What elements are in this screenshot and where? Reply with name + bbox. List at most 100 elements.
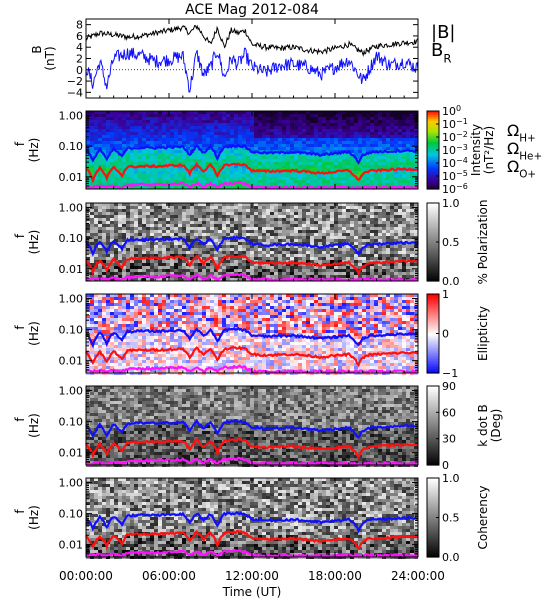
heat-cell bbox=[302, 132, 306, 135]
heat-cell bbox=[242, 218, 246, 221]
heat-cell bbox=[302, 177, 306, 180]
heat-cell bbox=[338, 180, 342, 183]
heat-cell bbox=[330, 266, 334, 269]
heat-cell bbox=[102, 324, 106, 327]
heat-cell bbox=[234, 206, 238, 209]
heat-cell bbox=[378, 203, 382, 206]
heat-cell bbox=[342, 177, 346, 180]
heat-cell bbox=[134, 141, 138, 144]
heat-cell bbox=[302, 254, 306, 257]
heat-cell bbox=[110, 278, 114, 281]
heat-cell bbox=[150, 129, 154, 132]
heat-cell bbox=[106, 239, 110, 242]
heat-cell bbox=[174, 278, 178, 281]
heat-cell bbox=[206, 227, 210, 230]
heat-cell bbox=[254, 120, 258, 123]
heat-cell bbox=[214, 183, 218, 186]
heat-cell bbox=[314, 141, 318, 144]
heat-cell bbox=[118, 236, 122, 239]
heat-cell bbox=[314, 150, 318, 153]
heat-cell bbox=[322, 138, 326, 141]
heat-cell bbox=[218, 209, 222, 212]
heat-cell bbox=[118, 233, 122, 236]
heat-cell bbox=[194, 153, 198, 156]
heat-cell bbox=[266, 221, 270, 224]
heat-cell bbox=[350, 123, 354, 126]
heat-cell bbox=[286, 153, 290, 156]
heat-cell bbox=[322, 218, 326, 221]
heat-cell bbox=[278, 272, 282, 275]
heat-cell bbox=[386, 266, 390, 269]
heat-cell bbox=[310, 266, 314, 269]
heat-cell bbox=[386, 114, 390, 117]
heat-cell bbox=[146, 242, 150, 245]
heat-cell bbox=[194, 209, 198, 212]
heat-cell bbox=[94, 114, 98, 117]
heat-cell bbox=[206, 126, 210, 129]
heat-cell bbox=[98, 171, 102, 174]
heat-cell bbox=[110, 321, 114, 324]
heat-cell bbox=[226, 144, 230, 147]
heat-cell bbox=[282, 132, 286, 135]
heat-cell bbox=[222, 230, 226, 233]
heat-cell bbox=[386, 177, 390, 180]
heat-cell bbox=[394, 275, 398, 278]
heat-cell bbox=[278, 275, 282, 278]
heat-cell bbox=[114, 306, 118, 309]
heat-cell bbox=[194, 218, 198, 221]
heat-cell bbox=[414, 153, 418, 156]
heat-cell bbox=[246, 251, 250, 254]
heat-cell bbox=[178, 123, 182, 126]
heat-cell bbox=[194, 248, 198, 251]
heat-cell bbox=[142, 233, 146, 236]
colorbar-cell bbox=[427, 265, 439, 268]
heat-cell bbox=[154, 263, 158, 266]
heat-cell bbox=[330, 218, 334, 221]
heat-cell bbox=[174, 114, 178, 117]
heat-cell bbox=[166, 272, 170, 275]
heat-cell bbox=[198, 135, 202, 138]
heat-cell bbox=[142, 366, 146, 369]
heat-cell bbox=[254, 159, 258, 162]
heat-cell bbox=[298, 123, 302, 126]
heat-cell bbox=[262, 263, 266, 266]
heat-cell bbox=[410, 129, 414, 132]
heat-cell bbox=[214, 212, 218, 215]
y-tick-label: 0.10 bbox=[59, 140, 84, 153]
heat-cell bbox=[178, 183, 182, 186]
heat-cell bbox=[262, 230, 266, 233]
heat-cell bbox=[306, 147, 310, 150]
heat-cell bbox=[86, 348, 90, 351]
heat-cell bbox=[94, 150, 98, 153]
heat-cell bbox=[210, 162, 214, 165]
heat-cell bbox=[198, 278, 202, 281]
heat-cell bbox=[334, 123, 338, 126]
heat-cell bbox=[146, 218, 150, 221]
heat-cell bbox=[274, 177, 278, 180]
heat-cell bbox=[274, 126, 278, 129]
colorbar-cell bbox=[427, 124, 439, 128]
heat-cell bbox=[298, 183, 302, 186]
heat-cell bbox=[234, 123, 238, 126]
heat-cell bbox=[126, 339, 130, 342]
heat-cell bbox=[138, 266, 142, 269]
heat-cell bbox=[306, 132, 310, 135]
heat-cell bbox=[238, 177, 242, 180]
heat-cell bbox=[182, 141, 186, 144]
heat-cell bbox=[138, 324, 142, 327]
colorbar-cell bbox=[427, 185, 439, 188]
heat-cell bbox=[274, 260, 278, 263]
heat-cell bbox=[274, 245, 278, 248]
heat-cell bbox=[402, 233, 406, 236]
heat-cell bbox=[386, 180, 390, 183]
heat-cell bbox=[370, 153, 374, 156]
heat-cell bbox=[242, 224, 246, 227]
colorbar-cell bbox=[427, 132, 439, 135]
heat-cell bbox=[374, 129, 378, 132]
heat-cell bbox=[326, 117, 330, 120]
heat-cell bbox=[346, 153, 350, 156]
heat-cell bbox=[130, 114, 134, 117]
heat-cell bbox=[210, 233, 214, 236]
heat-cell bbox=[342, 114, 346, 117]
heat-cell bbox=[398, 177, 402, 180]
